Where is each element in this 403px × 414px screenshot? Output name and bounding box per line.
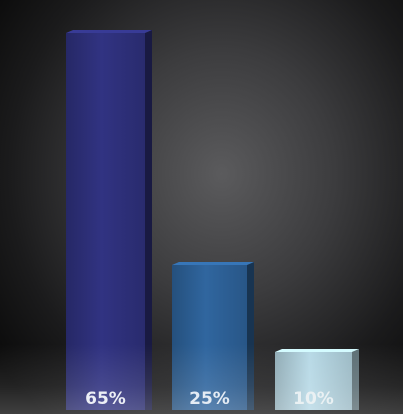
bar-side bbox=[247, 262, 254, 410]
bar-side bbox=[352, 349, 359, 410]
value-label: 65% bbox=[85, 389, 126, 409]
value-labels-group: 65% 25% 10% bbox=[85, 389, 334, 409]
bar-3 bbox=[275, 349, 359, 410]
bar-1 bbox=[66, 30, 152, 410]
bar-front bbox=[172, 265, 247, 410]
bars-group bbox=[66, 30, 359, 410]
value-label: 10% bbox=[293, 389, 334, 409]
value-label: 25% bbox=[189, 389, 230, 409]
bar-2 bbox=[172, 262, 254, 410]
bar-top bbox=[172, 262, 254, 265]
bar-side bbox=[145, 30, 152, 410]
bar-front bbox=[275, 352, 352, 410]
bar-front bbox=[66, 33, 145, 410]
bar-top bbox=[275, 349, 359, 352]
bar-top bbox=[66, 30, 152, 33]
